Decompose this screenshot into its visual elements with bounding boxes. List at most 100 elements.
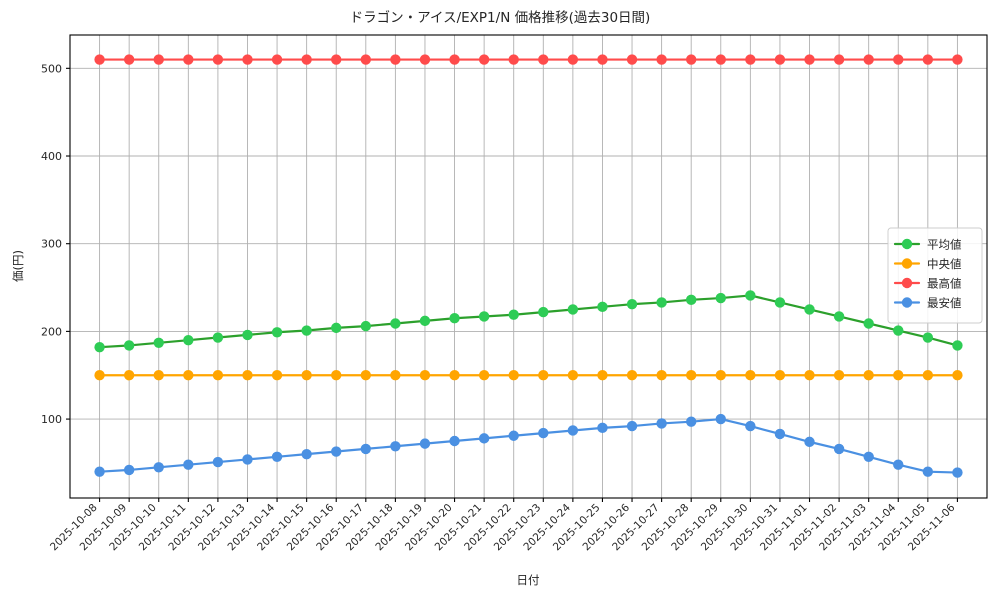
data-point-marker [390,370,401,381]
chart-title: ドラゴン・アイス/EXP1/N 価格推移(過去30日間) [350,9,651,26]
data-point-marker [478,54,490,65]
data-point-marker [153,337,164,348]
data-point-marker [597,54,608,65]
data-point-marker [538,54,549,65]
data-point-marker [804,54,815,65]
data-point-marker [922,54,934,65]
legend-marker-swatch [901,277,913,289]
legend-item-4[interactable]: 最安値 [893,296,962,310]
data-point-marker [419,438,431,449]
data-point-marker [538,306,549,318]
plot-border [69,34,988,499]
data-point-marker [271,54,283,65]
legend-label: 平均値 [927,238,962,252]
legend-item-1[interactable]: 平均値 [893,238,962,252]
data-point-marker [745,370,756,381]
data-point-marker [153,54,164,65]
data-point-marker [538,370,549,381]
data-point-marker [123,54,135,65]
data-point-marker [597,370,608,381]
data-point-marker [863,451,874,462]
data-point-marker [833,311,845,322]
data-point-marker [449,435,460,447]
data-point-marker [656,297,667,308]
data-point-marker [626,299,638,310]
legend-label: 中央値 [927,257,962,271]
data-point-marker [183,459,194,470]
data-point-marker [390,318,401,329]
plot-axes-frame [69,34,988,499]
y-tick-label: 100 [41,413,62,426]
data-point-marker [626,370,638,381]
data-point-marker [331,446,342,457]
data-point-marker [478,370,490,381]
legend-marker-swatch [901,238,913,250]
data-point-marker [863,54,874,65]
data-point-marker [745,290,756,301]
data-series-layer [94,54,963,478]
y-tick-label: 400 [41,150,62,163]
data-point-marker [123,464,135,476]
data-point-marker [478,311,490,322]
data-point-marker [360,54,372,65]
series-4 [94,413,963,478]
data-point-marker [419,315,431,327]
data-point-marker [774,370,786,381]
data-point-marker [893,54,904,65]
data-point-marker [685,416,697,427]
data-point-marker [331,370,342,381]
data-point-marker [123,370,135,381]
data-point-marker [567,54,579,65]
data-point-marker [715,54,726,65]
data-point-marker [360,320,372,332]
data-point-marker [449,313,460,324]
data-point-marker [567,370,579,381]
data-point-marker [922,466,934,477]
data-point-marker [478,433,490,444]
data-point-marker [449,370,460,381]
data-point-marker [271,451,283,462]
data-point-marker [419,370,431,381]
data-point-marker [597,301,608,313]
legend-box [887,227,983,324]
data-point-marker [656,54,667,65]
data-point-marker [508,309,519,320]
data-point-marker [153,370,164,381]
data-point-marker [94,370,105,381]
data-point-marker [804,370,815,381]
legend-item-2[interactable]: 中央値 [893,257,962,271]
data-point-marker [508,54,519,65]
data-point-marker [212,54,224,65]
data-point-marker [123,340,135,351]
data-point-marker [893,325,904,336]
data-point-marker [508,430,519,441]
data-point-marker [685,370,697,381]
data-point-marker [449,54,460,65]
data-point-marker [301,325,312,336]
data-point-marker [715,370,726,381]
y-axis-ticks: 100 200 300 400 500 [41,62,70,426]
data-point-marker [183,334,194,346]
data-point-marker [952,54,963,65]
data-point-marker [212,370,224,381]
data-point-marker [774,297,786,308]
data-point-marker [922,332,934,343]
data-point-marker [538,427,549,439]
data-point-marker [715,413,726,425]
data-point-marker [952,370,963,381]
data-point-marker [922,370,934,381]
data-point-marker [212,332,224,343]
data-point-marker [597,422,608,434]
data-point-marker [715,292,726,304]
data-point-marker [271,370,283,381]
data-point-marker [301,370,312,381]
data-point-marker [271,327,283,338]
y-tick-label: 200 [41,325,62,338]
legend-item-3[interactable]: 最高値 [893,277,962,291]
legend-marker-swatch [901,297,913,308]
legend-label: 最高値 [927,277,962,291]
series-1 [94,290,963,353]
data-point-marker [685,294,697,306]
data-point-marker [863,318,874,329]
